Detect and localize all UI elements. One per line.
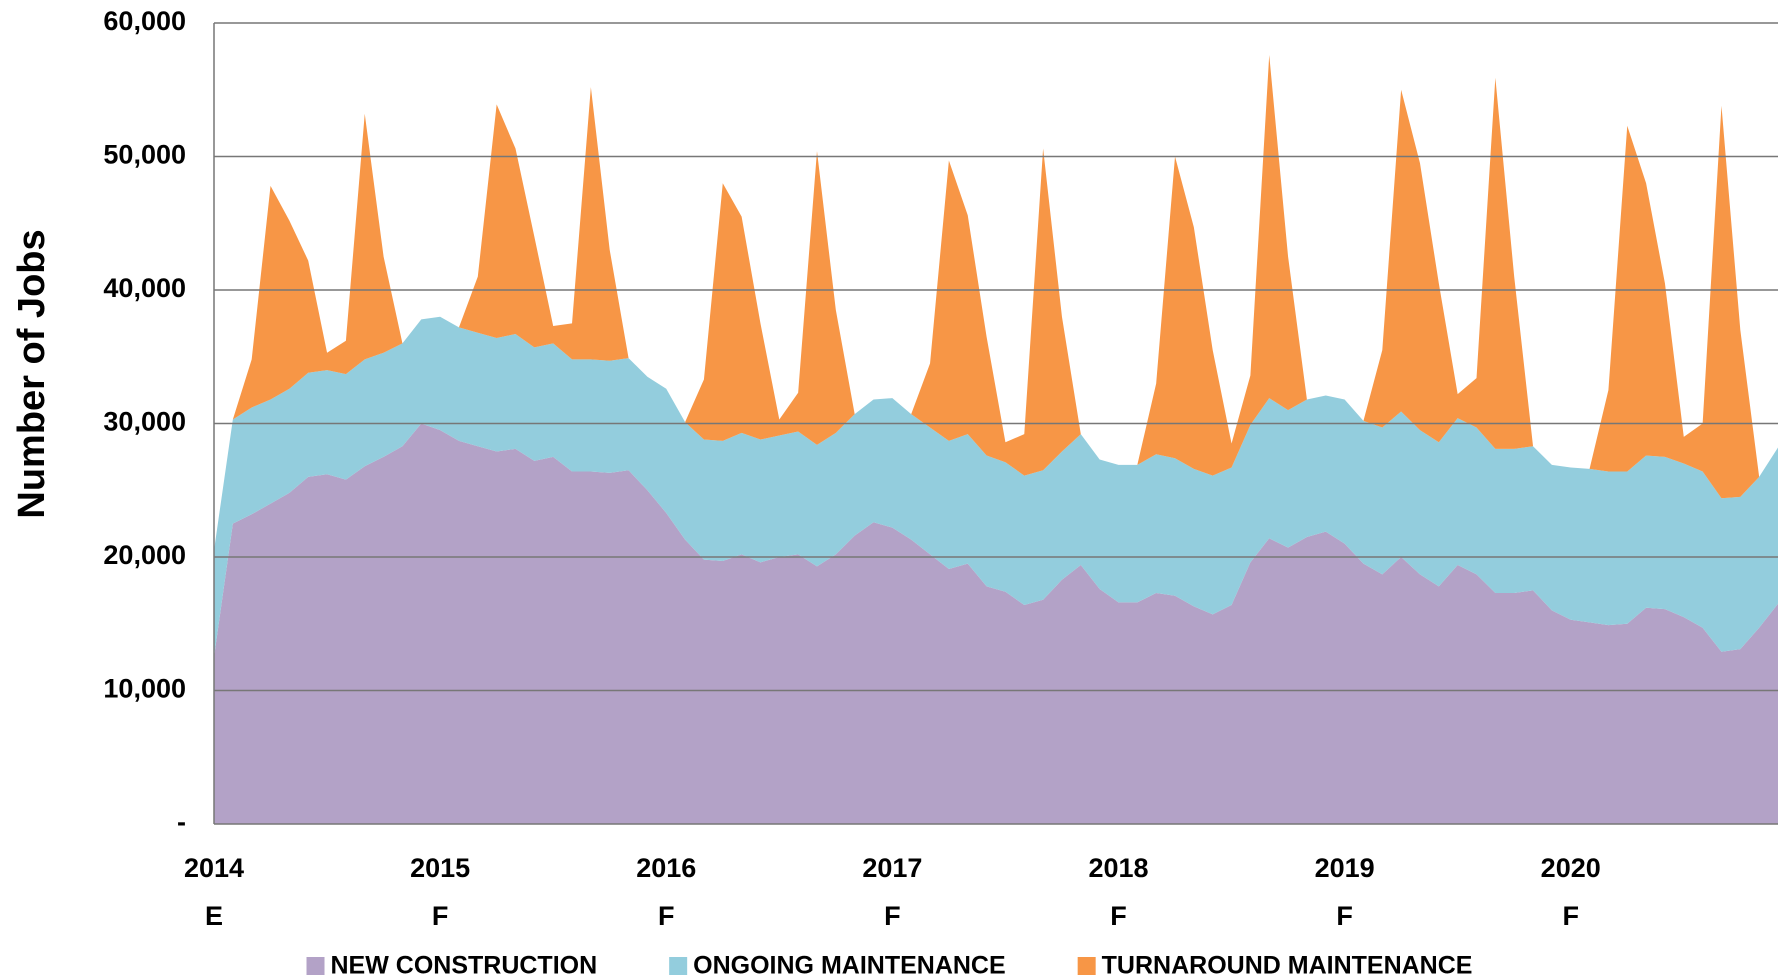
x-tick-label: 2015 (410, 853, 470, 883)
legend-label: ONGOING MAINTENANCE (693, 952, 1006, 979)
x-tick-label: 2018 (1088, 853, 1148, 883)
y-tick-label: 60,000 (103, 6, 186, 36)
y-tick-label: 10,000 (103, 674, 186, 704)
x-sublabel: F (884, 901, 901, 931)
y-axis-label: Number of Jobs (11, 229, 53, 518)
x-tick-label: 2017 (862, 853, 922, 883)
y-tick-label: 20,000 (103, 540, 186, 570)
legend-swatch (669, 957, 688, 975)
y-tick-label: 50,000 (103, 140, 186, 170)
legend-label: NEW CONSTRUCTION (331, 952, 598, 979)
y-tick-label: - (177, 807, 186, 837)
y-tick-label: 30,000 (103, 407, 186, 437)
area (214, 316, 1778, 658)
area (214, 55, 1778, 551)
x-tick-label: 2019 (1315, 853, 1375, 883)
x-tick-label: 2020 (1541, 853, 1601, 883)
area (214, 423, 1778, 824)
x-sublabel: F (432, 901, 449, 931)
legend-swatch (306, 957, 325, 975)
x-tick-label: 2014 (184, 853, 244, 883)
x-sublabel: E (205, 901, 223, 931)
x-sublabel: F (1562, 901, 1579, 931)
x-sublabel: F (658, 901, 675, 931)
x-tick-label: 2016 (636, 853, 696, 883)
legend-label: TURNAROUND MAINTENANCE (1102, 952, 1473, 979)
legend-swatch (1077, 957, 1096, 975)
y-tick-label: 40,000 (103, 273, 186, 303)
x-sublabel: F (1110, 901, 1127, 931)
x-sublabel: F (1336, 901, 1353, 931)
